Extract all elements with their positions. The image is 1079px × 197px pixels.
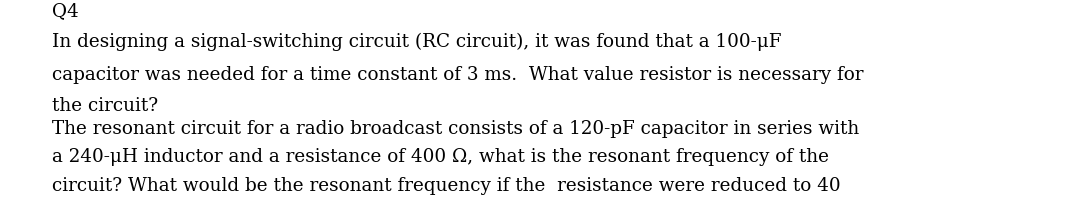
Text: Q4: Q4 — [52, 2, 79, 20]
Text: In designing a signal-switching circuit (RC circuit), it was found that a 100-μF: In designing a signal-switching circuit … — [52, 33, 781, 51]
Text: circuit? What would be the resonant frequency if the  resistance were reduced to: circuit? What would be the resonant freq… — [52, 177, 841, 195]
Text: a 240-μH inductor and a resistance of 400 Ω, what is the resonant frequency of t: a 240-μH inductor and a resistance of 40… — [52, 149, 829, 166]
Text: the circuit?: the circuit? — [52, 97, 158, 115]
Text: capacitor was needed for a time constant of 3 ms.  What value resistor is necess: capacitor was needed for a time constant… — [52, 66, 863, 84]
Text: The resonant circuit for a radio broadcast consists of a 120-pF capacitor in ser: The resonant circuit for a radio broadca… — [52, 120, 859, 138]
